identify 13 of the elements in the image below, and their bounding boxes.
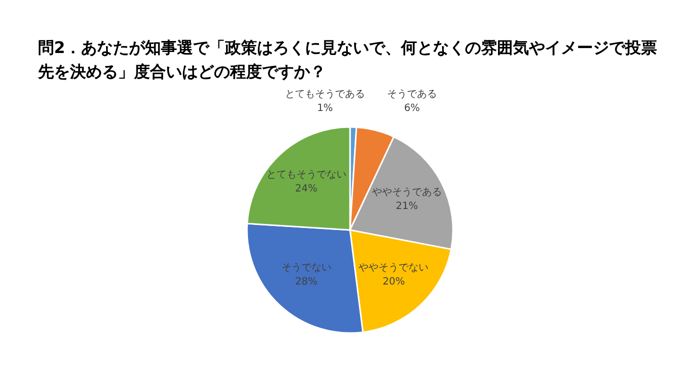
data-label: 24% [295,183,318,194]
data-label: 1% [317,103,333,114]
slice-label: そうでない [281,262,332,274]
data-label: 28% [295,276,318,288]
slice-label: ややそうでない [358,262,429,274]
slice-label: ややそうである [372,187,442,198]
data-label: 21% [396,201,418,212]
chart-title: 問2．あなたが知事選で「政策はろくに見ないで、何となくの雰囲気やイメージで投票先を決める」度合いはどの程度ですか？ [38,37,658,83]
slice-label: そうである [387,89,437,100]
slice-label: とてもそうである [285,89,365,100]
data-label: 6% [404,103,420,114]
slice-label: とてもそうでない [266,169,346,180]
data-label: 20% [382,276,405,288]
